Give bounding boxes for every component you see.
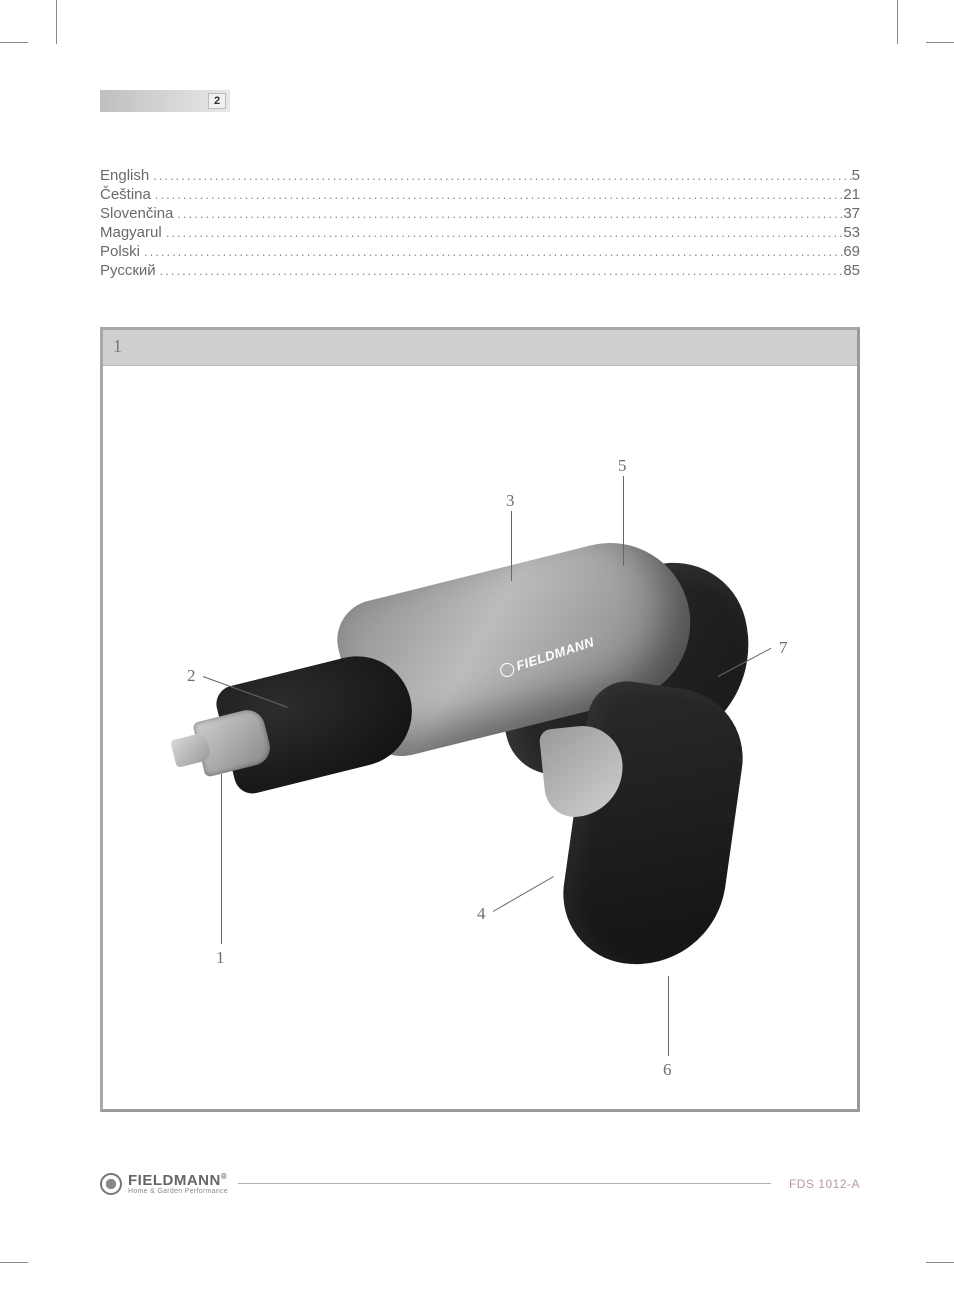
callout-2: 2 xyxy=(187,666,196,686)
crop-mark xyxy=(56,0,57,44)
leader-line xyxy=(221,774,222,944)
crop-mark xyxy=(0,42,28,43)
page-content: 2 English 5 Čeština 21 Slovenčina 37 Mag… xyxy=(100,90,860,1112)
callout-6: 6 xyxy=(663,1060,672,1080)
toc-page: 5 xyxy=(852,167,860,184)
toc-leader-dots xyxy=(149,168,851,183)
toc-label: Русский xyxy=(100,262,156,279)
crop-mark xyxy=(897,0,898,44)
leader-line xyxy=(623,476,624,566)
figure-1: 1 FIELDMANN 1 2 3 4 xyxy=(100,327,860,1112)
crop-mark xyxy=(0,44,1,88)
toc-row: Čeština 21 xyxy=(100,186,860,203)
footer-tagline: Home & Garden Performance xyxy=(128,1188,228,1195)
footer-model: FDS 1012-A xyxy=(789,1177,860,1191)
brand-swirl-icon xyxy=(100,1173,122,1195)
leader-line xyxy=(511,511,512,581)
toc-leader-dots xyxy=(162,225,844,240)
toc-page: 21 xyxy=(843,186,860,203)
page-number-tab: 2 xyxy=(100,90,230,112)
toc-page: 37 xyxy=(843,205,860,222)
toc-label: English xyxy=(100,167,149,184)
page-number: 2 xyxy=(208,93,226,109)
footer-brand-text: FIELDMANN® xyxy=(128,1172,227,1189)
crop-mark xyxy=(0,0,1,44)
toc-row: Polski 69 xyxy=(100,243,860,260)
toc-row: Slovenčina 37 xyxy=(100,205,860,222)
toc-leader-dots xyxy=(140,244,843,259)
page-footer: FIELDMANN® Home & Garden Performance FDS… xyxy=(100,1172,860,1195)
toc-row: Русский 85 xyxy=(100,262,860,279)
crop-mark xyxy=(926,42,954,43)
toc-label: Slovenčina xyxy=(100,205,173,222)
toc-label: Polski xyxy=(100,243,140,260)
table-of-contents: English 5 Čeština 21 Slovenčina 37 Magya… xyxy=(100,167,860,279)
toc-row: English 5 xyxy=(100,167,860,184)
callout-3: 3 xyxy=(506,491,515,511)
footer-divider xyxy=(238,1183,771,1184)
leader-line xyxy=(668,976,669,1056)
callout-1: 1 xyxy=(216,948,225,968)
toc-label: Magyarul xyxy=(100,224,162,241)
registered-mark: ® xyxy=(221,1172,227,1181)
product-illustration: FIELDMANN 1 2 3 4 5 6 7 xyxy=(103,366,857,1109)
figure-number: 1 xyxy=(113,336,122,357)
footer-logo: FIELDMANN® Home & Garden Performance xyxy=(100,1172,228,1195)
toc-page: 85 xyxy=(843,262,860,279)
toc-row: Magyarul 53 xyxy=(100,224,860,241)
figure-header xyxy=(103,330,857,366)
leader-line xyxy=(493,876,554,912)
toc-leader-dots xyxy=(173,206,843,221)
toc-page: 69 xyxy=(843,243,860,260)
toc-label: Čeština xyxy=(100,186,151,203)
crop-mark xyxy=(926,1262,954,1263)
callout-4: 4 xyxy=(477,904,486,924)
callout-5: 5 xyxy=(618,456,627,476)
toc-leader-dots xyxy=(156,263,844,278)
callout-7: 7 xyxy=(779,638,788,658)
crop-mark xyxy=(0,1262,28,1263)
toc-page: 53 xyxy=(843,224,860,241)
toc-leader-dots xyxy=(151,187,843,202)
